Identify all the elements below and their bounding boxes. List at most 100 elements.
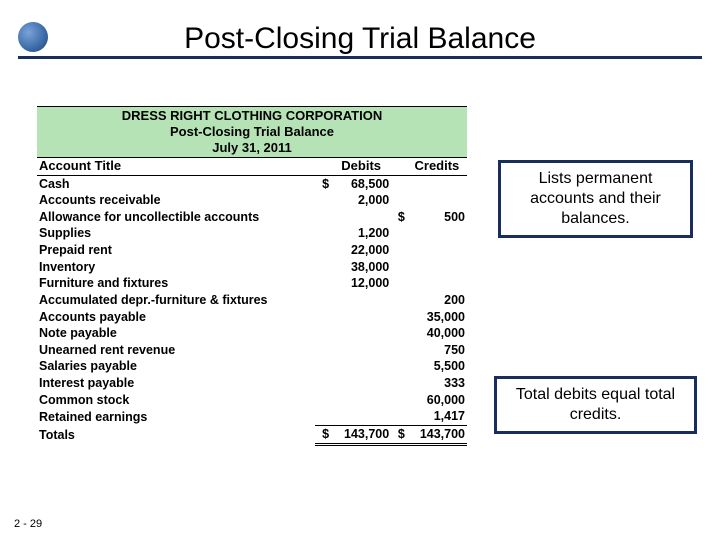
credit-value: [407, 259, 467, 276]
account-title: Supplies: [37, 226, 315, 243]
credit-value: 35,000: [407, 309, 467, 326]
table-row: Note payable40,000: [37, 326, 467, 343]
credit-value: 750: [407, 342, 467, 359]
account-title: Salaries payable: [37, 359, 315, 376]
col-account: Account Title: [37, 157, 315, 175]
totals-debit-sym: $: [315, 426, 331, 445]
debit-sym: [315, 326, 331, 343]
column-header-row: Account Title Debits Credits: [37, 157, 467, 175]
debit-sym: [315, 292, 331, 309]
company-name: DRESS RIGHT CLOTHING CORPORATION: [39, 108, 465, 124]
table-row: Unearned rent revenue 750: [37, 342, 467, 359]
account-title: Unearned rent revenue: [37, 342, 315, 359]
table-row: Cash$68,500: [37, 176, 467, 193]
debit-value: [331, 392, 391, 409]
table-row: Salaries payable 5,500: [37, 359, 467, 376]
title-rule: [18, 56, 702, 59]
debit-value: [331, 209, 391, 226]
totals-credit: 143,700: [407, 426, 467, 445]
debit-value: 22,000: [331, 243, 391, 260]
credit-sym: [391, 359, 407, 376]
debit-sym: [315, 243, 331, 260]
totals-label: Totals: [37, 426, 315, 445]
table-row: Allowance for uncollectible accounts$500: [37, 209, 467, 226]
credit-sym: [391, 193, 407, 210]
table-row: Prepaid rent 22,000: [37, 243, 467, 260]
account-title: Interest payable: [37, 376, 315, 393]
table-row: Retained earnings 1,417: [37, 409, 467, 426]
debit-sym: [315, 226, 331, 243]
credit-sym: [391, 309, 407, 326]
account-title: Allowance for uncollectible accounts: [37, 209, 315, 226]
debit-value: [331, 409, 391, 426]
debit-sym: [315, 193, 331, 210]
debit-value: 1,200: [331, 226, 391, 243]
table-row: Inventory 38,000: [37, 259, 467, 276]
account-title: Inventory: [37, 259, 315, 276]
credit-sym: [391, 376, 407, 393]
statement-name: Post-Closing Trial Balance: [39, 124, 465, 140]
table-row: Accounts payable35,000: [37, 309, 467, 326]
debit-sym: [315, 276, 331, 293]
totals-debit: 143,700: [331, 426, 391, 445]
debit-value: [331, 292, 391, 309]
credit-value: 40,000: [407, 326, 467, 343]
credit-value: 333: [407, 376, 467, 393]
credit-sym: [391, 226, 407, 243]
credit-sym: [391, 276, 407, 293]
totals-credit-sym: $: [391, 426, 407, 445]
callout-totals-equal: Total debits equal total credits.: [494, 376, 697, 434]
account-title: Cash: [37, 176, 315, 193]
credit-sym: [391, 326, 407, 343]
debit-value: [331, 376, 391, 393]
debit-sym: [315, 309, 331, 326]
credit-sym: [391, 176, 407, 193]
credit-value: [407, 226, 467, 243]
account-title: Retained earnings: [37, 409, 315, 426]
credit-sym: $: [391, 209, 407, 226]
account-title: Prepaid rent: [37, 243, 315, 260]
account-title: Furniture and fixtures: [37, 276, 315, 293]
credit-sym: [391, 392, 407, 409]
statement-date: July 31, 2011: [39, 140, 465, 156]
debit-sym: [315, 259, 331, 276]
table-row: Interest payable 333: [37, 376, 467, 393]
credit-sym: [391, 243, 407, 260]
col-credits: Credits: [407, 157, 467, 175]
debit-sym: [315, 376, 331, 393]
table-row: Common stock60,000: [37, 392, 467, 409]
col-debits: Debits: [331, 157, 391, 175]
debit-sym: [315, 209, 331, 226]
debit-value: 12,000: [331, 276, 391, 293]
totals-row: Totals $ 143,700 $ 143,700: [37, 426, 467, 445]
table-header: DRESS RIGHT CLOTHING CORPORATION Post-Cl…: [37, 107, 467, 158]
page-number: 2 - 29: [14, 518, 42, 530]
callout-permanent-accounts: Lists permanent accounts and their balan…: [498, 160, 693, 238]
debit-value: [331, 359, 391, 376]
debit-value: [331, 326, 391, 343]
debit-value: 38,000: [331, 259, 391, 276]
credit-sym: [391, 292, 407, 309]
debit-value: [331, 309, 391, 326]
credit-sym: [391, 259, 407, 276]
credit-sym: [391, 342, 407, 359]
credit-value: 60,000: [407, 392, 467, 409]
trial-balance-table: DRESS RIGHT CLOTHING CORPORATION Post-Cl…: [37, 106, 467, 446]
account-title: Accumulated depr.-furniture & fixtures: [37, 292, 315, 309]
credit-value: 1,417: [407, 409, 467, 426]
debit-sym: [315, 409, 331, 426]
credit-value: 5,500: [407, 359, 467, 376]
table-row: Accumulated depr.-furniture & fixtures20…: [37, 292, 467, 309]
credit-value: [407, 276, 467, 293]
account-title: Accounts receivable: [37, 193, 315, 210]
slide-title: Post-Closing Trial Balance: [0, 22, 720, 56]
credit-value: [407, 193, 467, 210]
credit-sym: [391, 409, 407, 426]
debit-sym: $: [315, 176, 331, 193]
credit-value: [407, 176, 467, 193]
debit-sym: [315, 342, 331, 359]
credit-value: [407, 243, 467, 260]
debit-value: 2,000: [331, 193, 391, 210]
debit-sym: [315, 359, 331, 376]
debit-sym: [315, 392, 331, 409]
